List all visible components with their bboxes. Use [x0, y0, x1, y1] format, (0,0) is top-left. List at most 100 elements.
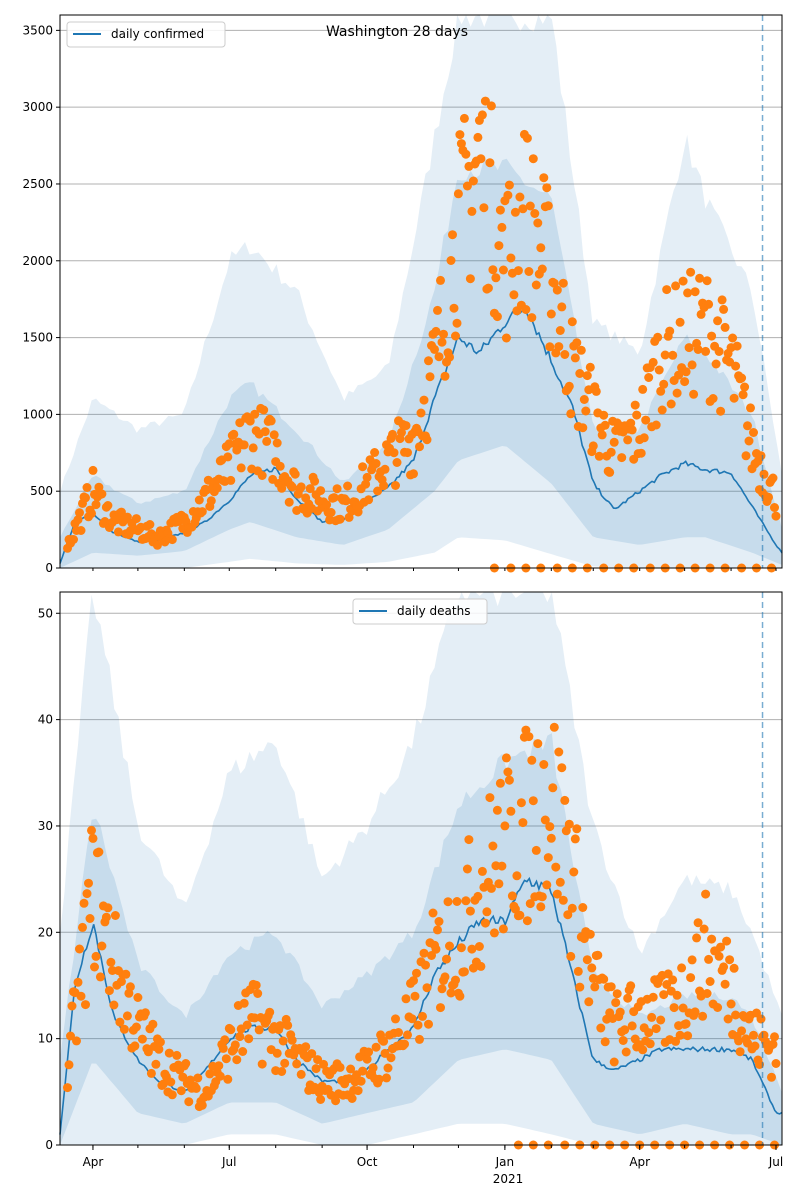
observed-point — [259, 405, 269, 415]
observed-point — [284, 497, 294, 507]
y-tick-label: 500 — [30, 484, 53, 498]
observed-point — [528, 796, 538, 806]
observed-point — [609, 437, 619, 447]
observed-point — [280, 1058, 290, 1068]
observed-point — [181, 1059, 191, 1068]
observed-point — [531, 280, 541, 290]
observed-point — [176, 1086, 186, 1096]
observed-point — [525, 201, 535, 211]
observed-point — [638, 384, 648, 394]
observed-point — [206, 496, 216, 506]
observed-point — [516, 798, 526, 808]
observed-point — [346, 1064, 356, 1074]
observed-point — [433, 305, 442, 315]
observed-point — [64, 1060, 74, 1070]
observed-point — [394, 1028, 403, 1037]
observed-point — [548, 783, 558, 793]
observed-point — [226, 1025, 236, 1035]
observed-point — [489, 928, 499, 938]
observed-point — [536, 243, 546, 253]
observed-point — [391, 1014, 400, 1024]
observed-point — [341, 496, 351, 506]
observed-point — [495, 778, 505, 788]
observed-point — [720, 979, 730, 989]
observed-point — [272, 1048, 282, 1058]
observed-point — [94, 482, 104, 492]
observed-point — [656, 386, 666, 396]
observed-point — [627, 1021, 637, 1031]
observed-point — [740, 382, 750, 392]
observed-point — [611, 998, 621, 1008]
observed-point — [569, 867, 579, 877]
observed-point — [413, 1020, 423, 1030]
observed-point — [220, 1035, 230, 1045]
observed-point — [103, 903, 113, 913]
observed-point — [494, 879, 504, 889]
observed-point — [362, 1054, 372, 1064]
observed-point — [659, 379, 669, 389]
observed-point — [451, 975, 460, 985]
observed-point — [654, 365, 664, 375]
observed-point — [768, 1039, 778, 1049]
observed-point — [593, 950, 603, 960]
observed-point — [452, 897, 462, 906]
observed-point — [558, 895, 568, 905]
observed-point — [617, 453, 627, 463]
observed-point — [422, 435, 432, 445]
observed-point — [347, 1094, 357, 1103]
observed-point — [690, 287, 700, 297]
observed-point — [465, 274, 475, 284]
observed-point — [419, 395, 429, 405]
observed-point — [558, 278, 568, 288]
observed-point — [407, 1014, 417, 1024]
observed-point — [698, 1011, 708, 1021]
observed-point — [257, 1059, 267, 1069]
observed-point — [630, 400, 640, 410]
observed-point — [326, 508, 336, 517]
observed-point — [277, 483, 287, 493]
y-tick-label: 3500 — [22, 23, 53, 37]
observed-point — [618, 1036, 628, 1045]
observed-point — [492, 805, 502, 815]
observed-point — [145, 520, 155, 529]
observed-point — [477, 110, 487, 120]
observed-point — [485, 793, 495, 803]
observed-point — [540, 815, 550, 825]
x-tick-label: Jul — [768, 1155, 783, 1169]
observed-point — [143, 1047, 153, 1057]
observed-point — [131, 1022, 141, 1032]
y-tick-label: 30 — [38, 819, 53, 833]
observed-point — [527, 313, 537, 323]
observed-point — [728, 333, 738, 343]
observed-point — [335, 514, 345, 524]
observed-point — [445, 352, 454, 362]
observed-point — [106, 957, 116, 967]
observed-point — [582, 371, 592, 381]
observed-point — [567, 317, 577, 327]
observed-point — [468, 176, 478, 186]
observed-point — [596, 1023, 606, 1033]
observed-point — [506, 253, 516, 263]
observed-point — [272, 438, 282, 448]
observed-point — [436, 275, 445, 285]
observed-point — [749, 1030, 758, 1040]
x-tick-label: Jan — [495, 1155, 515, 1169]
observed-point — [205, 1069, 215, 1079]
observed-point — [287, 482, 297, 492]
observed-point — [573, 966, 583, 976]
observed-point — [455, 130, 465, 140]
observed-point — [644, 1028, 654, 1038]
y-tick-label: 0 — [45, 561, 53, 575]
observed-point — [455, 991, 465, 1001]
observed-point — [386, 1053, 396, 1063]
observed-point — [594, 451, 604, 461]
observed-point — [223, 452, 233, 462]
observed-point — [353, 1086, 363, 1096]
observed-point — [572, 824, 582, 834]
observed-point — [477, 866, 487, 876]
observed-point — [379, 1036, 389, 1046]
observed-point — [250, 409, 260, 419]
observed-point — [253, 989, 263, 998]
observed-point — [194, 495, 204, 505]
observed-point — [743, 421, 752, 431]
